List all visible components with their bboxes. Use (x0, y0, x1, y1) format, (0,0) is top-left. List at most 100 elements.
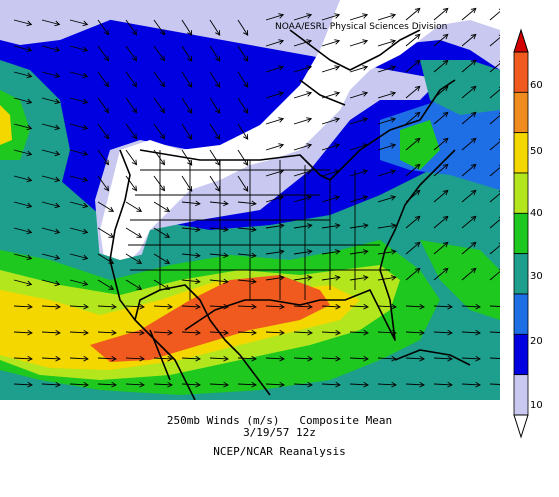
wind-arrow-head (164, 258, 171, 264)
wind-arrow-head (223, 226, 229, 233)
wind-arrow-head (131, 55, 138, 62)
wind-arrow (489, 193, 500, 203)
wind-arrow (321, 383, 341, 386)
wind-arrow (265, 305, 285, 308)
wind-arrow-head (103, 55, 110, 62)
wind-arrow-head (334, 65, 341, 71)
wind-arrow (13, 253, 32, 259)
wind-arrow (181, 201, 200, 205)
wind-arrow-head (103, 185, 110, 192)
wind-arrow-head (159, 133, 166, 140)
wind-arrow-head (243, 30, 249, 36)
wind-arrow (293, 14, 312, 21)
wind-arrow (237, 175, 249, 192)
wind-arrow (181, 19, 193, 36)
wind-arrow-head (26, 98, 33, 105)
wind-arrow-head (195, 355, 201, 362)
wind-arrow (13, 305, 33, 308)
wind-arrow-head (223, 278, 229, 285)
wind-arrow-head (195, 252, 201, 259)
wind-arrow (293, 305, 313, 308)
wind-arrow (181, 123, 193, 140)
wind-arrow-head (334, 39, 341, 45)
wind-arrow-head (164, 232, 171, 238)
wind-arrow-head (251, 200, 257, 207)
wind-arrow (433, 305, 453, 308)
wind-arrow (153, 71, 165, 87)
wind-arrow (489, 305, 500, 307)
wind-arrow-head (335, 355, 341, 362)
wind-arrow (209, 279, 228, 283)
wind-arrow (41, 201, 60, 207)
wind-arrow (377, 250, 396, 255)
wind-arrow (377, 331, 397, 334)
wind-arrow (41, 383, 61, 386)
wind-arrow-head (390, 39, 397, 45)
wind-arrow (181, 331, 201, 334)
wind-arrow-head (414, 7, 421, 14)
colorbar-swatch (513, 374, 529, 416)
wind-arrow (69, 123, 88, 129)
wind-arrow-head (243, 108, 249, 114)
wind-arrow-head (442, 215, 449, 222)
wind-arrow-head (103, 29, 110, 36)
wind-arrow (97, 97, 109, 113)
wind-arrow (209, 19, 221, 36)
wind-arrow (209, 227, 228, 231)
wind-arrow-head (159, 29, 166, 36)
wind-arrow-head (26, 228, 33, 235)
wind-arrow-head (136, 206, 143, 212)
wind-arrow-head (419, 355, 425, 362)
colorbar-swatch (513, 91, 529, 134)
wind-arrow-head (136, 258, 143, 264)
wind-arrow-head (306, 249, 313, 255)
wind-arrow-head (167, 355, 173, 362)
caption-date: 3/19/57 12z (243, 426, 316, 439)
wind-arrow-head (54, 98, 61, 105)
wind-arrow (125, 383, 145, 386)
wind-arrow-head (279, 303, 285, 310)
wind-arrow (97, 279, 114, 290)
wind-arrow-head (306, 39, 313, 45)
wind-arrow (13, 97, 32, 103)
wind-arrow-head (414, 267, 421, 274)
wind-arrow (433, 8, 449, 21)
wind-arrow-head (279, 355, 285, 362)
wind-arrow-head (475, 355, 481, 362)
wind-arrow (13, 149, 32, 155)
wind-arrow (181, 305, 201, 308)
wind-arrow-head (215, 30, 221, 36)
wind-arrow (461, 357, 481, 360)
wind-arrow (433, 60, 449, 73)
wind-arrow (97, 71, 109, 87)
wind-arrow (97, 305, 117, 308)
wind-arrow-head (278, 169, 285, 175)
wind-arrow (209, 97, 221, 114)
wind-arrow-head (334, 117, 341, 123)
wind-arrow (461, 331, 481, 334)
wind-arrow (237, 279, 256, 283)
field-teal-west (0, 60, 70, 200)
wind-arrow-head (363, 329, 369, 336)
wind-arrow-head (82, 46, 89, 53)
wind-arrow (321, 66, 340, 73)
wind-arrow (237, 19, 249, 36)
wind-arrow-head (83, 303, 89, 310)
wind-arrow-head (447, 355, 453, 362)
wind-arrow (377, 40, 396, 47)
wind-arrow (377, 92, 396, 99)
wind-arrow (377, 383, 397, 386)
wind-arrow-head (470, 241, 477, 248)
wind-arrow (181, 279, 200, 283)
wind-arrow (97, 383, 117, 386)
wind-arrow (125, 19, 137, 35)
wind-arrow-head (470, 137, 477, 144)
wind-arrow-head (470, 215, 477, 222)
colorbar-tick-40: 40 (530, 208, 543, 219)
wind-arrow (125, 45, 137, 61)
wind-arrow (405, 357, 425, 360)
wind-arrow (433, 164, 449, 177)
colorbar (513, 28, 529, 439)
wind-arrow (41, 45, 60, 51)
wind-arrow (13, 357, 33, 360)
